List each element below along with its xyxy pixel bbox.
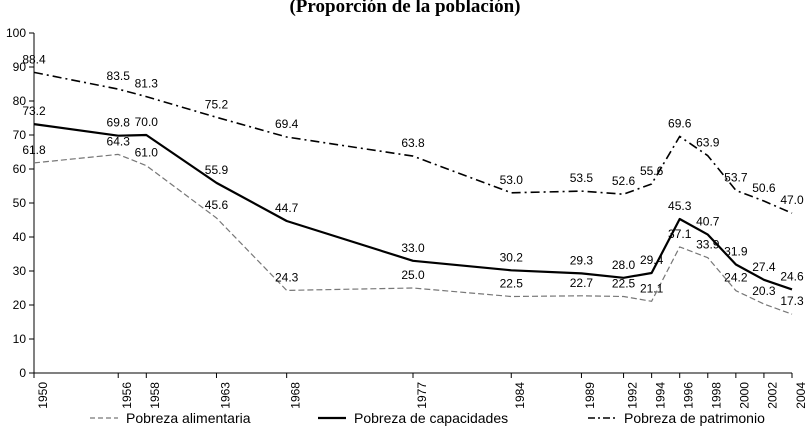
data-label: 53.0 — [500, 173, 524, 187]
data-label: 44.7 — [275, 201, 299, 215]
data-label: 29.4 — [640, 253, 664, 267]
data-label: 63.8 — [401, 136, 425, 150]
data-label: 53.5 — [570, 171, 594, 185]
x-tick-label: 1996 — [682, 382, 696, 409]
axes: 0 10 20 30 40 50 60 70 80 90 100 1950 1956 1958 1963 19… — [6, 26, 808, 409]
legend-swatch-solid — [318, 416, 346, 420]
data-label: 37.1 — [668, 227, 692, 241]
x-tick-label: 1984 — [513, 382, 527, 409]
data-label: 73.2 — [22, 104, 46, 118]
data-label: 40.7 — [696, 215, 720, 229]
y-tick-label: 100 — [6, 26, 26, 40]
data-label: 47.0 — [780, 193, 804, 207]
legend: Pobreza alimentaria Pobreza de capacidad… — [0, 410, 810, 432]
legend-item-pobreza-alimentaria: Pobreza alimentaria — [90, 410, 251, 426]
x-tick-label: 1956 — [120, 382, 134, 409]
x-tick-label: 1977 — [415, 382, 429, 409]
data-label: 64.3 — [107, 134, 131, 148]
x-tick-label: 1958 — [148, 382, 162, 409]
data-label: 21.1 — [640, 281, 664, 295]
y-tick-label: 20 — [13, 298, 27, 312]
data-labels: 61.8 64.3 61.0 45.6 24.3 25.0 22.5 22.7 22.5 21.1… — [22, 52, 804, 308]
x-tick-label: 1963 — [218, 382, 232, 409]
data-label: 63.9 — [696, 136, 720, 150]
x-tick-label: 1998 — [710, 382, 724, 409]
x-tick-label: 1989 — [583, 382, 597, 409]
series-line-0 — [33, 153, 793, 315]
data-label: 24.2 — [724, 271, 748, 285]
x-tick-label: 1950 — [36, 382, 50, 409]
legend-label: Pobreza alimentaria — [126, 410, 251, 426]
data-label: 61.8 — [22, 143, 46, 157]
y-tick-label: 90 — [13, 60, 27, 74]
y-tick-label: 30 — [13, 264, 27, 278]
data-label: 20.3 — [752, 284, 776, 298]
series-line-1 — [33, 123, 793, 291]
data-label: 55.9 — [205, 163, 229, 177]
legend-label: Pobreza de capacidades — [354, 410, 509, 426]
data-label: 81.3 — [135, 77, 159, 91]
data-label: 83.5 — [107, 69, 131, 83]
data-label: 24.6 — [780, 269, 804, 283]
data-label: 52.6 — [612, 174, 636, 188]
data-label: 33.0 — [401, 241, 425, 255]
x-tick-label: 1992 — [625, 382, 639, 409]
data-label: 25.0 — [401, 268, 425, 282]
data-label: 22.7 — [570, 276, 594, 290]
data-label: 45.6 — [205, 198, 229, 212]
x-tick-label: 1968 — [288, 382, 302, 409]
data-label: 88.4 — [22, 52, 46, 66]
chart-title: (Proporción de la población) — [289, 0, 521, 17]
data-label: 69.4 — [275, 117, 299, 131]
y-tick-label: 70 — [13, 128, 27, 142]
data-label: 22.5 — [500, 277, 524, 291]
data-label: 69.8 — [107, 116, 131, 130]
x-tick-label: 1994 — [653, 382, 667, 409]
legend-item-pobreza-capacidades: Pobreza de capacidades — [318, 410, 508, 426]
data-label: 70.0 — [135, 115, 159, 129]
data-label: 53.7 — [724, 170, 748, 184]
data-label: 50.6 — [752, 181, 776, 195]
x-tick-label: 2004 — [794, 382, 808, 409]
x-tick-label: 2002 — [766, 382, 780, 409]
data-label: 55.6 — [640, 164, 664, 178]
data-label: 75.2 — [205, 97, 229, 111]
data-label: 31.9 — [724, 245, 748, 259]
x-tick-label: 2000 — [738, 382, 752, 409]
y-tick-label: 80 — [13, 94, 27, 108]
legend-label: Pobreza de patrimonio — [624, 410, 765, 426]
data-label: 22.5 — [612, 277, 636, 291]
legend-swatch-dashdot — [588, 417, 616, 419]
data-label: 33.9 — [696, 238, 720, 252]
y-tick-label: 10 — [13, 332, 27, 346]
data-label: 45.3 — [668, 199, 692, 213]
data-label: 28.0 — [612, 258, 636, 272]
data-label: 24.3 — [275, 270, 299, 284]
series-lines — [33, 71, 793, 315]
y-tick-label: 60 — [13, 162, 27, 176]
line-chart: 0 10 20 30 40 50 60 70 80 90 100 1950 1956 1958 1963 19… — [6, 26, 808, 409]
y-tick-label: 50 — [13, 196, 27, 210]
data-label: 69.6 — [668, 116, 692, 130]
y-tick-label: 40 — [13, 230, 27, 244]
y-tick-label: 0 — [19, 366, 26, 380]
data-label: 61.0 — [135, 146, 159, 160]
legend-swatch-dashed — [90, 417, 118, 419]
data-label: 29.3 — [570, 253, 594, 267]
data-label: 17.3 — [780, 294, 804, 308]
data-label: 27.4 — [752, 260, 776, 274]
data-label: 30.2 — [500, 250, 524, 264]
series-line-2 — [33, 71, 793, 214]
legend-item-pobreza-patrimonio: Pobreza de patrimonio — [588, 410, 765, 426]
